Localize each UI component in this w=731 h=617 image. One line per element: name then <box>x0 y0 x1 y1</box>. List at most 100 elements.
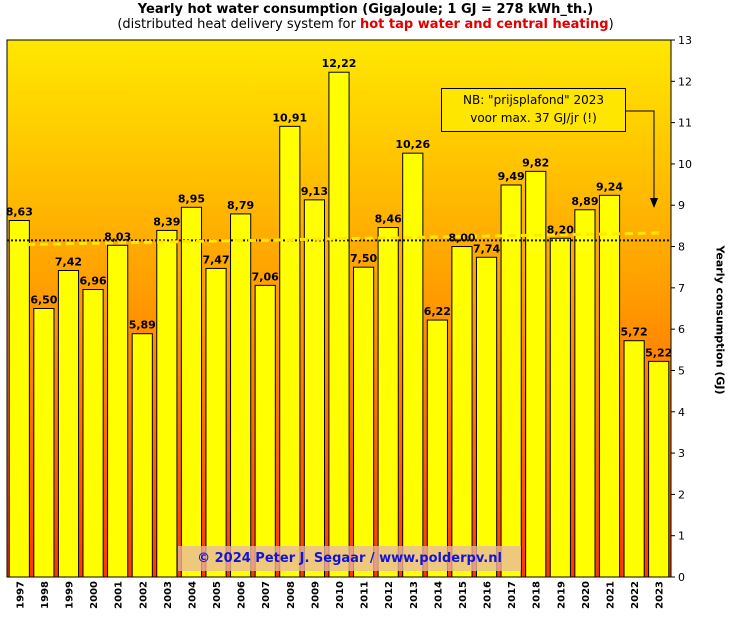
bar-1998 <box>33 308 55 578</box>
copyright-banner: © 2024 Peter J. Segaar / www.polderpv.nl <box>178 546 521 571</box>
x-tick-1997: 1997 <box>15 581 26 609</box>
value-label-2020: 8,89 <box>571 195 598 208</box>
bar-2006 <box>230 213 252 578</box>
subtitle-text: (distributed heat delivery system for <box>117 17 360 32</box>
x-tick-2012: 2012 <box>384 581 395 609</box>
x-tick-2023: 2023 <box>655 581 666 609</box>
value-label-2011: 7,50 <box>350 252 377 265</box>
chart-subtitle: (distributed heat delivery system for ho… <box>0 17 731 32</box>
price-cap-note: NB: "prijsplafond" 2023 voor max. 37 GJ/… <box>441 88 626 132</box>
lines-group <box>7 231 671 246</box>
bar-2023 <box>648 360 670 578</box>
x-tick-2009: 2009 <box>310 581 321 609</box>
x-tick-2010: 2010 <box>335 581 346 609</box>
x-tick-2018: 2018 <box>532 581 543 609</box>
bars-group <box>8 71 670 578</box>
x-tick-2002: 2002 <box>138 581 149 609</box>
x-tick-2000: 2000 <box>89 581 100 609</box>
bar-2020 <box>574 209 596 578</box>
bar-2013 <box>402 152 424 578</box>
value-label-2017: 9,49 <box>498 170 525 183</box>
value-label-1999: 7,42 <box>55 255 82 268</box>
bar-2005 <box>205 267 227 578</box>
y-axis-label: Yearly consumption (GJ) <box>713 245 727 395</box>
x-tick-2017: 2017 <box>507 581 518 609</box>
bar-2011 <box>353 266 375 578</box>
y-tick-11: 11 <box>678 117 692 130</box>
y-tick-3: 3 <box>678 447 685 460</box>
y-tick-12: 12 <box>678 75 692 88</box>
x-tick-2008: 2008 <box>286 581 297 609</box>
value-label-2018: 9,82 <box>522 156 549 169</box>
value-label-2010: 12,22 <box>322 57 357 70</box>
value-label-2021: 9,24 <box>596 180 623 193</box>
bar-2002 <box>131 333 153 578</box>
value-label-2016: 7,74 <box>473 242 500 255</box>
bar-2003 <box>156 229 178 578</box>
value-label-2004: 8,95 <box>178 192 205 205</box>
value-label-2007: 7,06 <box>252 270 279 283</box>
y-tick-9: 9 <box>678 199 685 212</box>
x-tick-2014: 2014 <box>433 581 444 609</box>
x-tick-2011: 2011 <box>360 581 371 609</box>
bar-2008 <box>279 125 301 578</box>
x-tick-2015: 2015 <box>458 581 469 609</box>
bar-2010 <box>328 71 350 578</box>
bar-2022 <box>623 340 645 578</box>
chart-title: Yearly hot water consumption (GigaJoule;… <box>137 2 594 17</box>
bar-2019 <box>549 237 571 578</box>
x-tick-1999: 1999 <box>64 581 75 609</box>
value-label-1998: 6,50 <box>30 294 57 307</box>
x-tick-2021: 2021 <box>606 581 617 609</box>
value-label-2001: 8,03 <box>104 230 131 243</box>
x-tick-2006: 2006 <box>237 581 248 609</box>
trend-line <box>26 231 664 246</box>
bar-2015 <box>451 246 473 578</box>
bar-1999 <box>57 269 80 578</box>
y-tick-1: 1 <box>678 530 685 543</box>
x-tick-1998: 1998 <box>40 581 51 609</box>
y-tick-10: 10 <box>678 158 692 171</box>
value-label-1997: 8,63 <box>6 206 33 219</box>
bar-2000 <box>82 288 104 578</box>
bar-2018 <box>525 170 547 578</box>
y-tick-5: 5 <box>678 364 685 377</box>
y-tick-8: 8 <box>678 241 685 254</box>
y-tick-4: 4 <box>678 406 685 419</box>
subtitle-highlight: hot tap water and central heating <box>359 17 609 32</box>
y-tick-0: 0 <box>678 571 685 584</box>
value-label-2015: 8,00 <box>448 232 475 245</box>
bar-2007 <box>254 284 276 578</box>
value-label-2000: 6,96 <box>80 274 107 287</box>
bar-2001 <box>107 244 129 578</box>
bar-2017 <box>500 184 522 578</box>
note-line-1: NB: "prijsplafond" 2023 <box>462 93 605 107</box>
x-tick-2007: 2007 <box>261 581 272 609</box>
x-tick-2019: 2019 <box>556 581 567 609</box>
bar-2021 <box>598 194 621 578</box>
x-tick-2003: 2003 <box>163 581 174 609</box>
bar-2012 <box>377 227 399 578</box>
x-tick-2004: 2004 <box>187 581 198 609</box>
bar-2009 <box>303 199 325 578</box>
value-label-2003: 8,39 <box>153 215 180 228</box>
x-tick-2013: 2013 <box>409 581 420 609</box>
value-label-2022: 5,72 <box>621 326 648 339</box>
bar-2004 <box>180 206 203 578</box>
value-labels-group: 8,63 6,50 7,42 6,96 8,03 5,89 8,39 8,95 7,47 8,79… <box>6 57 673 359</box>
x-tick-2020: 2020 <box>581 581 592 609</box>
value-label-2014: 6,22 <box>424 305 451 318</box>
y-tick-13: 13 <box>678 34 692 47</box>
value-label-2006: 8,79 <box>227 199 254 212</box>
x-tick-2016: 2016 <box>483 581 494 609</box>
y-tick-2: 2 <box>678 488 685 501</box>
x-axis: 1997 1998 1999 2000 2001 2002 2003 2004 2005 2006… <box>15 581 665 609</box>
bar-2014 <box>426 319 448 578</box>
note-line-2: voor max. 37 GJ/jr (!) <box>470 111 597 125</box>
bar-1997 <box>8 220 30 578</box>
x-tick-2022: 2022 <box>630 581 641 609</box>
bar-2016 <box>475 256 498 578</box>
note-arrow-head <box>650 198 658 208</box>
